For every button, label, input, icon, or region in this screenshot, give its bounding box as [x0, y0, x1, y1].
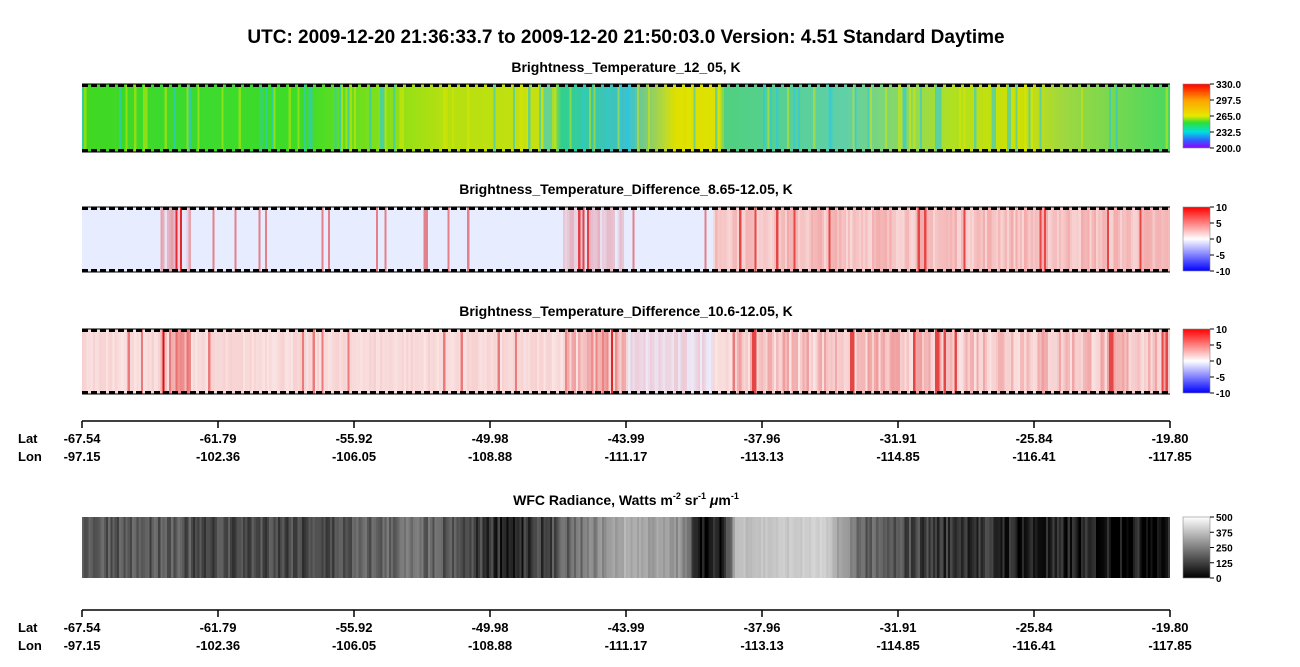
- lon-value: -102.36: [196, 449, 240, 464]
- lon-value: -113.13: [740, 449, 783, 464]
- lon-value: -108.88: [468, 449, 512, 464]
- panel-title: Brightness_Temperature_Difference_10.6-1…: [459, 303, 793, 319]
- lon-value: -114.85: [876, 638, 919, 653]
- colorbar-label: 0: [1216, 357, 1222, 368]
- image-strip: [82, 84, 1170, 152]
- lon-value: -114.85: [876, 449, 919, 464]
- lat-value: -25.84: [1016, 431, 1054, 446]
- colorbar-label: 5: [1216, 219, 1222, 230]
- lon-value: -102.36: [196, 638, 240, 653]
- lat-value: -31.91: [880, 431, 917, 446]
- colorbar-label: 265.0: [1216, 112, 1241, 123]
- panel-title: Brightness_Temperature_12_05, K: [511, 59, 740, 75]
- lon-value: -116.41: [1012, 449, 1055, 464]
- lat-value: -19.80: [1152, 431, 1189, 446]
- colorbar-label: 232.5: [1216, 128, 1241, 139]
- lat-value: -67.54: [64, 431, 102, 446]
- lon-value: -111.17: [605, 449, 648, 464]
- colorbar-label: -5: [1216, 251, 1225, 262]
- lat-value: -67.54: [64, 620, 102, 635]
- lon-value: -106.05: [332, 638, 376, 653]
- lat-label: Lat: [18, 431, 38, 446]
- lon-value: -97.15: [64, 449, 101, 464]
- colorbar-label: 10: [1216, 203, 1228, 214]
- lat-value: -55.92: [336, 620, 373, 635]
- image-strip: [82, 517, 1170, 578]
- title-part: WFC Radiance, Watts m: [513, 492, 673, 508]
- title-part: Brightness_Temperature_12_05, K: [511, 59, 740, 75]
- lat-value: -61.79: [200, 620, 237, 635]
- colorbar-label: 330.0: [1216, 80, 1241, 91]
- colorbar-label: -10: [1216, 267, 1231, 278]
- lat-value: -55.92: [336, 431, 373, 446]
- colorbar-label: 5: [1216, 341, 1222, 352]
- lat-value: -61.79: [200, 431, 237, 446]
- title-part: -1: [698, 491, 706, 501]
- colorbar: [1182, 206, 1211, 272]
- lon-value: -117.85: [1148, 638, 1191, 653]
- main-title: UTC: 2009-12-20 21:36:33.7 to 2009-12-20…: [247, 27, 1004, 48]
- panel-title: WFC Radiance, Watts m-2 sr-1 μm-1: [513, 491, 739, 508]
- lon-value: -113.13: [740, 638, 783, 653]
- lat-label: Lat: [18, 620, 38, 635]
- title-part: sr: [681, 492, 699, 508]
- colorbar-label: 0: [1216, 235, 1222, 246]
- colorbar-label: 375: [1216, 528, 1233, 539]
- lon-label: Lon: [18, 638, 42, 653]
- image-strip: [82, 207, 1170, 272]
- colorbar-label: 250: [1216, 544, 1233, 555]
- title-part: Brightness_Temperature_Difference_8.65-1…: [459, 181, 793, 197]
- panel-title: Brightness_Temperature_Difference_8.65-1…: [459, 181, 793, 197]
- lat-value: -37.96: [744, 431, 781, 446]
- colorbar-label: -5: [1216, 373, 1225, 384]
- lat-value: -43.99: [608, 620, 645, 635]
- lon-value: -116.41: [1012, 638, 1055, 653]
- colorbar-label: 297.5: [1216, 96, 1241, 107]
- colorbar-label: -10: [1216, 389, 1231, 400]
- lat-value: -49.98: [472, 620, 509, 635]
- lon-value: -106.05: [332, 449, 376, 464]
- lat-value: -49.98: [472, 431, 509, 446]
- lat-value: -37.96: [744, 620, 781, 635]
- lon-label: Lon: [18, 449, 42, 464]
- colorbar-label: 200.0: [1216, 144, 1241, 155]
- lat-value: -31.91: [880, 620, 917, 635]
- lon-value: -117.85: [1148, 449, 1191, 464]
- lon-value: -108.88: [468, 638, 512, 653]
- lat-value: -19.80: [1152, 620, 1189, 635]
- colorbar-label: 125: [1216, 559, 1233, 570]
- image-strip: [82, 329, 1170, 394]
- lon-value: -111.17: [605, 638, 648, 653]
- colorbar-label: 10: [1216, 325, 1228, 336]
- title-part: -1: [731, 491, 739, 501]
- colorbar: [1182, 328, 1211, 394]
- title-part: -2: [673, 491, 681, 501]
- title-part: Brightness_Temperature_Difference_10.6-1…: [459, 303, 793, 319]
- colorbar-label: 0: [1216, 574, 1222, 585]
- lon-value: -97.15: [64, 638, 101, 653]
- lat-value: -43.99: [608, 431, 645, 446]
- title-part: m: [718, 492, 730, 508]
- lat-value: -25.84: [1016, 620, 1054, 635]
- colorbar-label: 500: [1216, 513, 1233, 524]
- colorbar: [1182, 516, 1211, 579]
- title-part: μ: [709, 492, 719, 508]
- colorbar: [1182, 83, 1211, 149]
